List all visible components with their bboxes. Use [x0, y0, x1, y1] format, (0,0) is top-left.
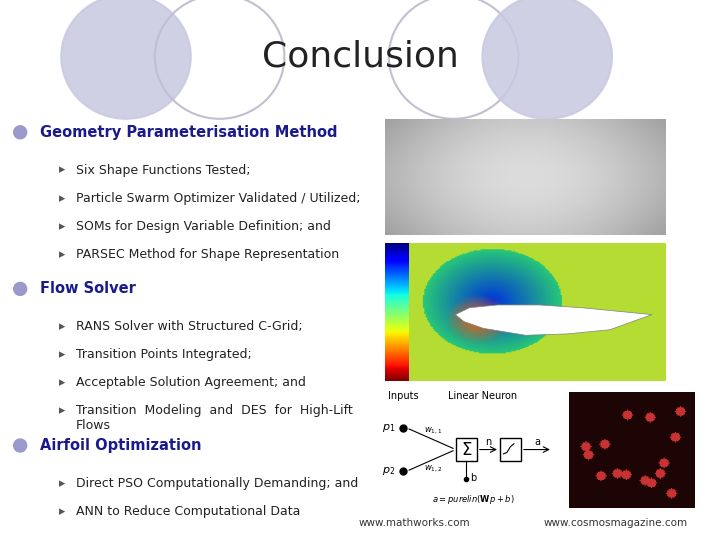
Text: ▸: ▸ [59, 376, 66, 389]
Text: Transition  Modeling  and  DES  for  High-Lift
Flows: Transition Modeling and DES for High-Lif… [76, 404, 352, 433]
Text: www.mathworks.com: www.mathworks.com [358, 518, 470, 528]
Text: Six Shape Functions Tested;: Six Shape Functions Tested; [76, 164, 250, 177]
Text: ANN to Reduce Computational Data: ANN to Reduce Computational Data [76, 505, 300, 518]
Text: Conclusion: Conclusion [261, 40, 459, 73]
Text: ▸: ▸ [59, 164, 66, 177]
Text: ▸: ▸ [59, 248, 66, 261]
Bar [500, 438, 521, 461]
Text: $\Sigma$: $\Sigma$ [461, 441, 472, 458]
Text: RANS Solver with Structured C-Grid;: RANS Solver with Structured C-Grid; [76, 320, 302, 333]
Text: ▸: ▸ [59, 348, 66, 361]
Text: b: b [470, 474, 476, 483]
Text: SOMs for Design Variable Definition; and: SOMs for Design Variable Definition; and [76, 220, 330, 233]
Text: ▸: ▸ [59, 220, 66, 233]
Ellipse shape [14, 126, 27, 139]
Text: $p_1$: $p_1$ [382, 422, 395, 434]
Text: $p_2$: $p_2$ [382, 465, 395, 477]
Text: Geometry Parameterisation Method: Geometry Parameterisation Method [40, 125, 337, 140]
Bar [456, 438, 477, 461]
Ellipse shape [14, 439, 27, 452]
Text: ▸: ▸ [59, 320, 66, 333]
Text: PARSEC Method for Shape Representation: PARSEC Method for Shape Representation [76, 248, 338, 261]
Text: ▸: ▸ [59, 404, 66, 417]
Text: Particle Swarm Optimizer Validated / Utilized;: Particle Swarm Optimizer Validated / Uti… [76, 192, 360, 205]
Text: www.cosmosmagazine.com: www.cosmosmagazine.com [544, 518, 688, 528]
Ellipse shape [61, 0, 191, 119]
Text: Flow Solver: Flow Solver [40, 281, 135, 296]
Text: Airfoil Optimization: Airfoil Optimization [40, 438, 201, 453]
Text: $w_{1,2}$: $w_{1,2}$ [424, 463, 443, 474]
Text: ▸: ▸ [59, 192, 66, 205]
Text: $w_{1,1}$: $w_{1,1}$ [424, 426, 443, 436]
Text: Direct PSO Computationally Demanding; and: Direct PSO Computationally Demanding; an… [76, 477, 358, 490]
Text: $a = purelin(\mathbf{W}p + b)$: $a = purelin(\mathbf{W}p + b)$ [432, 493, 515, 506]
Text: n: n [485, 437, 492, 447]
Text: ▸: ▸ [59, 505, 66, 518]
Polygon shape [456, 305, 652, 335]
Text: ▸: ▸ [59, 477, 66, 490]
Ellipse shape [14, 282, 27, 295]
Text: Acceptable Solution Agreement; and: Acceptable Solution Agreement; and [76, 376, 305, 389]
Text: Inputs: Inputs [387, 391, 418, 401]
Text: Transition Points Integrated;: Transition Points Integrated; [76, 348, 251, 361]
Ellipse shape [482, 0, 612, 119]
Text: a: a [534, 437, 540, 447]
Text: Linear Neuron: Linear Neuron [448, 391, 517, 401]
